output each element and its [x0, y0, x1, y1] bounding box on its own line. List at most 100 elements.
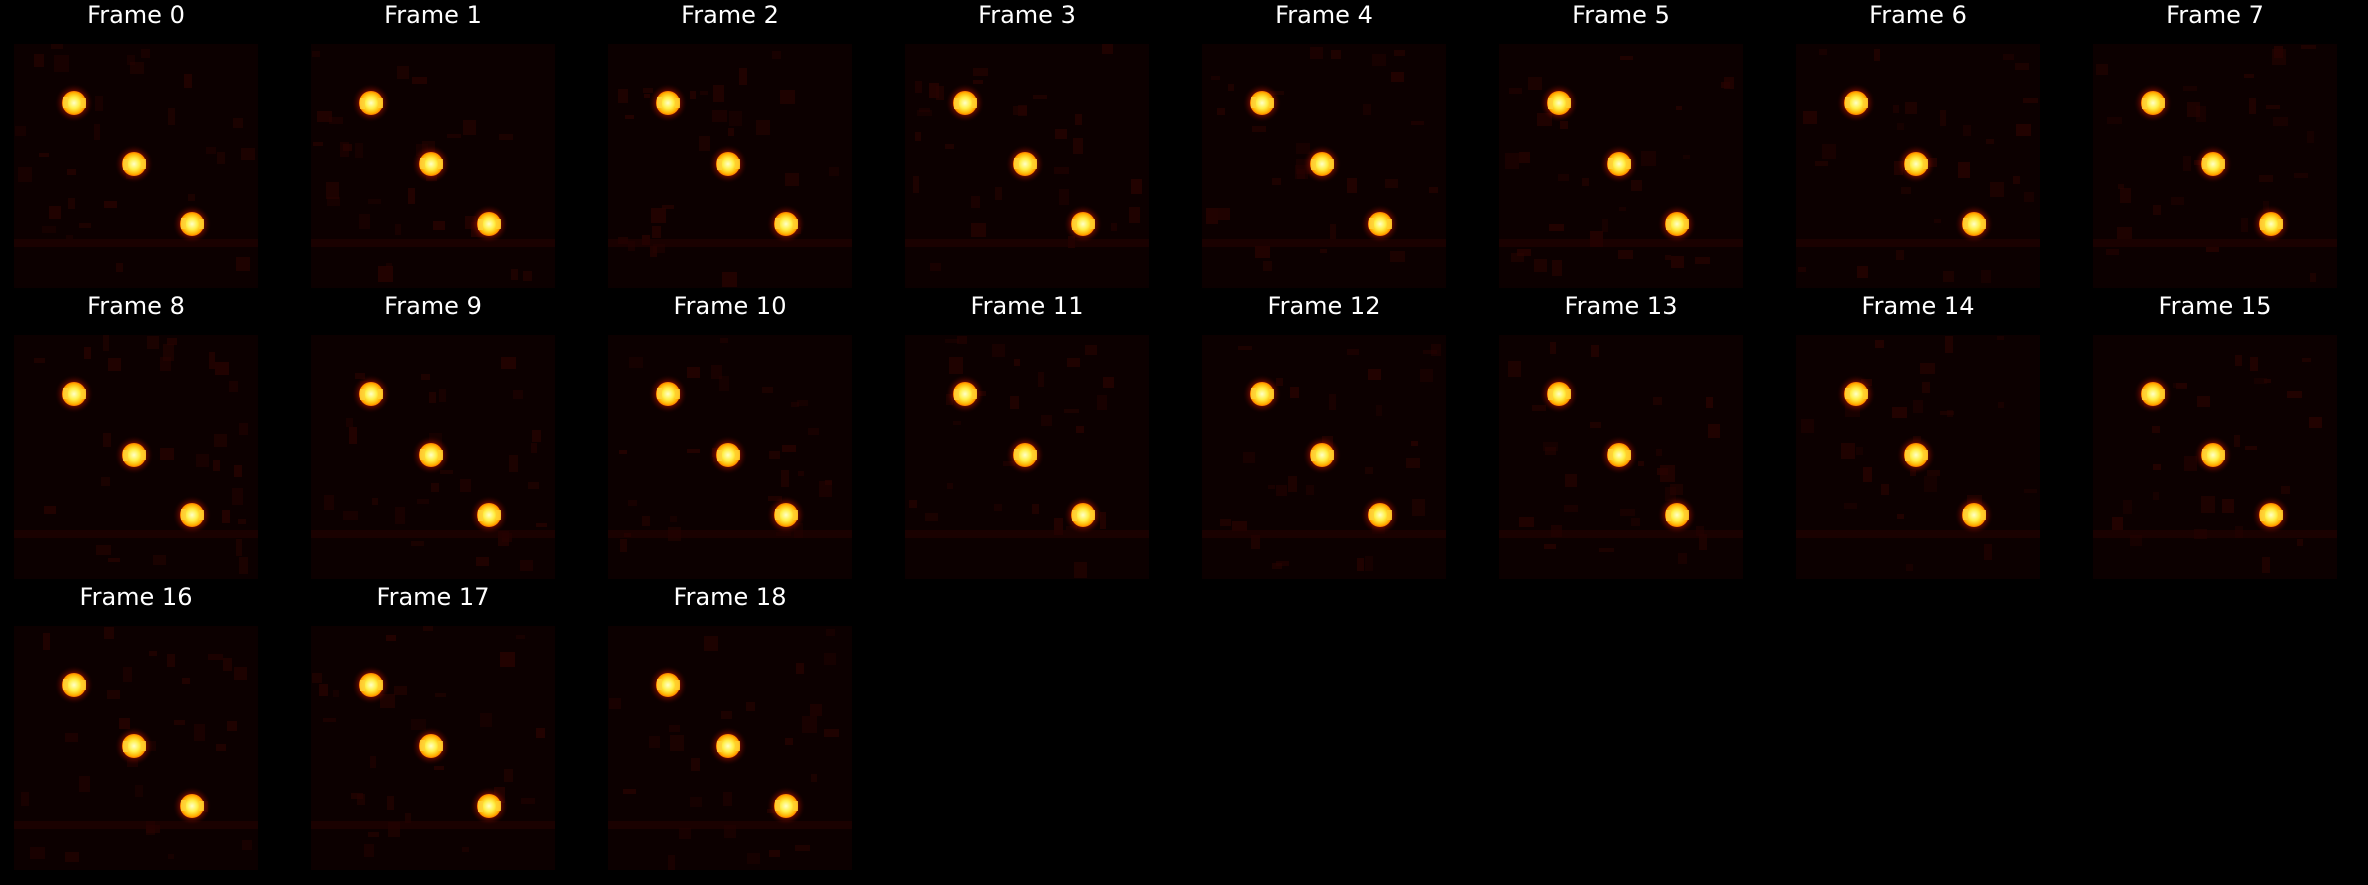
frame-title: Frame 15: [2158, 292, 2272, 320]
bright-spot: [470, 496, 508, 534]
heatmap-image: [1796, 44, 2040, 288]
bright-spot: [352, 666, 390, 704]
bright-spot: [1658, 496, 1696, 534]
frame-panel: Frame 8: [14, 291, 258, 581]
bright-spot: [1658, 205, 1696, 243]
bright-spot: [173, 496, 211, 534]
bright-spot: [1837, 375, 1875, 413]
bright-spot: [412, 145, 450, 183]
bright-spot: [55, 375, 93, 413]
frame-title: Frame 16: [79, 583, 193, 611]
bright-spot: [1897, 145, 1935, 183]
frame-panel: Frame 18: [608, 582, 852, 872]
bright-spot: [1955, 496, 1993, 534]
bright-spot: [115, 145, 153, 183]
frame-panel: Frame 11: [905, 291, 1149, 581]
bright-spot: [2134, 84, 2172, 122]
bright-spot: [412, 436, 450, 474]
bright-spot: [946, 84, 984, 122]
bright-spot: [470, 205, 508, 243]
bright-spot: [173, 787, 211, 825]
frame-title: Frame 1: [384, 1, 482, 29]
bright-spot: [946, 375, 984, 413]
bright-spot: [709, 145, 747, 183]
bright-spot: [352, 375, 390, 413]
bright-spot: [2252, 205, 2290, 243]
frame-title: Frame 11: [970, 292, 1084, 320]
heatmap-image: [608, 626, 852, 870]
bright-spot: [1064, 496, 1102, 534]
frame-panel: Frame 15: [2093, 291, 2337, 581]
bright-spot: [649, 375, 687, 413]
frame-title: Frame 13: [1564, 292, 1678, 320]
bright-spot: [55, 666, 93, 704]
bright-spot: [2194, 436, 2232, 474]
frame-panel: Frame 6: [1796, 0, 2040, 290]
bright-spot: [1361, 496, 1399, 534]
bright-spot: [1600, 436, 1638, 474]
bright-spot: [1837, 84, 1875, 122]
frame-title: Frame 2: [681, 1, 779, 29]
bright-spot: [709, 727, 747, 765]
heatmap-image: [14, 335, 258, 579]
heatmap-image: [608, 335, 852, 579]
bright-spot: [2252, 496, 2290, 534]
frame-panel: Frame 14: [1796, 291, 2040, 581]
bright-spot: [767, 787, 805, 825]
frame-panel: Frame 13: [1499, 291, 1743, 581]
heatmap-image: [1499, 335, 1743, 579]
frame-panel: Frame 1: [311, 0, 555, 290]
frame-title: Frame 4: [1275, 1, 1373, 29]
frame-title: Frame 14: [1861, 292, 1975, 320]
frame-title: Frame 18: [673, 583, 787, 611]
bright-spot: [649, 84, 687, 122]
frame-title: Frame 12: [1267, 292, 1381, 320]
bright-spot: [1540, 84, 1578, 122]
frame-title: Frame 10: [673, 292, 787, 320]
bright-spot: [1303, 436, 1341, 474]
bright-spot: [2194, 145, 2232, 183]
heatmap-image: [1202, 44, 1446, 288]
frame-panel: Frame 3: [905, 0, 1149, 290]
bright-spot: [352, 84, 390, 122]
bright-spot: [1361, 205, 1399, 243]
bright-spot: [1243, 84, 1281, 122]
bright-spot: [1064, 205, 1102, 243]
frame-panel: Frame 10: [608, 291, 852, 581]
heatmap-image: [14, 44, 258, 288]
frame-title: Frame 7: [2166, 1, 2264, 29]
heatmap-image: [311, 626, 555, 870]
bright-spot: [767, 205, 805, 243]
frame-panel: Frame 17: [311, 582, 555, 872]
bright-spot: [709, 436, 747, 474]
bright-spot: [115, 436, 153, 474]
frame-title: Frame 0: [87, 1, 185, 29]
bright-spot: [412, 727, 450, 765]
heatmap-image: [14, 626, 258, 870]
bright-spot: [1243, 375, 1281, 413]
bright-spot: [470, 787, 508, 825]
heatmap-image: [1499, 44, 1743, 288]
frame-panel: Frame 16: [14, 582, 258, 872]
bright-spot: [1540, 375, 1578, 413]
bright-spot: [1006, 436, 1044, 474]
bright-spot: [1955, 205, 1993, 243]
heatmap-image: [2093, 44, 2337, 288]
frame-panel: Frame 4: [1202, 0, 1446, 290]
heatmap-image: [2093, 335, 2337, 579]
heatmap-image: [608, 44, 852, 288]
frame-title: Frame 17: [376, 583, 490, 611]
bright-spot: [2134, 375, 2172, 413]
frame-title: Frame 6: [1869, 1, 1967, 29]
heatmap-image: [905, 44, 1149, 288]
frame-title: Frame 9: [384, 292, 482, 320]
bright-spot: [1006, 145, 1044, 183]
bright-spot: [649, 666, 687, 704]
frame-panel: Frame 0: [14, 0, 258, 290]
bright-spot: [55, 84, 93, 122]
heatmap-image: [905, 335, 1149, 579]
bright-spot: [767, 496, 805, 534]
frame-title: Frame 8: [87, 292, 185, 320]
heatmap-image: [311, 44, 555, 288]
